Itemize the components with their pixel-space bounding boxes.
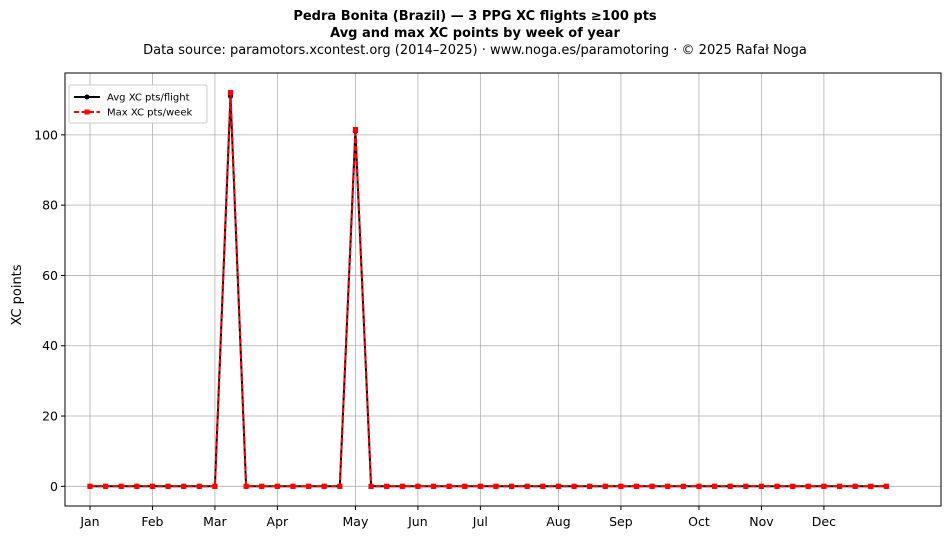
data-point-max — [149, 483, 156, 489]
data-point-max — [696, 483, 702, 489]
chart-subtitle: Avg and max XC points by week of year — [330, 26, 620, 41]
data-point-max — [883, 483, 889, 489]
data-point-max — [805, 483, 811, 489]
data-point-max — [727, 483, 733, 489]
series-layer — [87, 90, 889, 489]
data-point-max — [790, 483, 796, 489]
data-point-max — [587, 483, 593, 489]
data-point-max — [633, 483, 640, 489]
data-point-max — [181, 483, 187, 489]
data-source-note: Data source: paramotors.xcontest.org (20… — [143, 43, 807, 58]
data-point-max — [446, 483, 452, 489]
plot-frame — [64, 72, 942, 507]
legend-marker-avg — [84, 94, 90, 100]
data-point-max — [821, 483, 827, 489]
x-tick-label-mar: Mar — [203, 514, 227, 529]
data-point-max — [134, 483, 140, 489]
data-point-max — [259, 483, 265, 489]
x-tick-label-nov: Nov — [749, 514, 774, 529]
data-point-max — [243, 483, 249, 489]
x-tick-label-oct: Oct — [688, 514, 710, 529]
data-point-max — [602, 483, 608, 489]
data-point-max — [493, 483, 499, 489]
data-point-max — [774, 483, 780, 489]
data-point-max — [665, 483, 671, 489]
data-point-max — [508, 483, 515, 489]
y-tick-label: 80 — [42, 198, 58, 213]
series-line-max — [90, 92, 887, 488]
grid — [65, 73, 941, 506]
y-tick-label: 40 — [42, 338, 58, 353]
chart-title: Pedra Bonita (Brazil) — 3 PPG XC flights… — [293, 9, 657, 24]
y-tick-label: 20 — [42, 409, 58, 424]
data-point-max — [680, 483, 686, 489]
y-axis-label: XC points — [10, 264, 25, 325]
legend: Avg XC pts/flight Max XC pts/week — [68, 84, 208, 124]
x-tick-label-sep: Sep — [609, 514, 633, 529]
series-line-avg — [90, 96, 887, 488]
x-tick-label-dec: Dec — [812, 514, 836, 529]
y-tick-label: 100 — [34, 127, 58, 142]
data-point-max — [227, 90, 234, 96]
data-point-max — [337, 483, 343, 489]
data-point-max — [618, 483, 624, 489]
data-point-max — [868, 483, 874, 489]
data-point-max — [384, 483, 390, 489]
legend-label-max: Max XC pts/week — [107, 108, 192, 119]
legend-label-avg: Avg XC pts/flight — [107, 93, 190, 104]
ticks: 0 20 40 60 80 100 Jan Feb Mar Apr May Jun Jul Aug Sep O… — [34, 127, 836, 529]
y-tick-label: 0 — [50, 479, 58, 494]
data-point-max — [399, 483, 405, 489]
data-point-max — [524, 483, 530, 489]
x-tick-label-feb: Feb — [141, 514, 163, 529]
data-point-max — [290, 483, 296, 489]
x-tick-label-aug: Aug — [546, 514, 570, 529]
x-tick-label-apr: Apr — [267, 514, 289, 529]
data-point-max — [165, 483, 171, 489]
data-point-max — [196, 483, 202, 489]
x-tick-label-jun: Jun — [407, 514, 428, 529]
data-point-max — [352, 126, 359, 133]
data-point-max — [87, 483, 93, 489]
x-tick-label-jul: Jul — [472, 514, 488, 529]
data-point-max — [118, 483, 124, 489]
x-tick-label-jan: Jan — [79, 514, 99, 529]
data-point-max — [368, 483, 374, 489]
data-point-max — [102, 483, 109, 489]
data-point-max — [540, 483, 546, 489]
data-point-max — [430, 483, 437, 489]
data-point-max — [758, 483, 765, 489]
data-point-max — [743, 483, 749, 489]
data-point-max — [212, 483, 218, 489]
data-point-max — [274, 483, 280, 489]
data-point-max — [305, 483, 312, 489]
data-point-max — [852, 483, 858, 489]
legend-box — [68, 84, 208, 124]
data-point-max — [321, 483, 327, 489]
data-point-max — [462, 483, 468, 489]
data-point-max — [711, 483, 718, 489]
legend-marker-max — [84, 109, 90, 115]
data-point-max — [571, 483, 577, 489]
data-point-max — [555, 483, 562, 489]
x-tick-label-may: May — [343, 514, 369, 529]
data-point-max — [649, 483, 655, 489]
y-tick-label: 60 — [42, 268, 58, 283]
data-point-max — [415, 483, 421, 489]
data-point-max — [477, 483, 483, 489]
data-point-max — [836, 483, 843, 489]
